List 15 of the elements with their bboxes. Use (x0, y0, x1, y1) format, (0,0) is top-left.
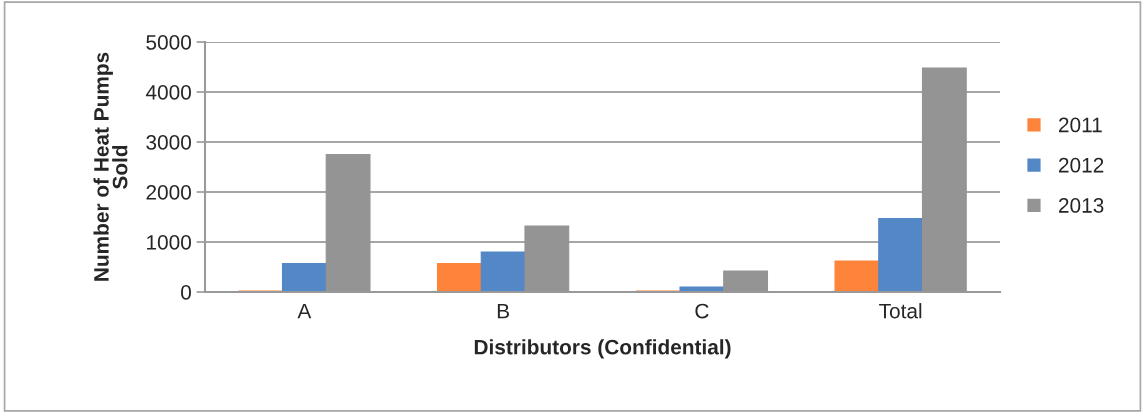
x-tick-label: C (695, 303, 709, 319)
legend-label: 2012 (1059, 157, 1104, 173)
y-axis-title: Number of Heat Pumps Sold (93, 52, 128, 281)
y-tick-label: 1000 (147, 235, 191, 250)
legend-label: 2013 (1059, 198, 1104, 213)
y-tick-label: 4000 (145, 85, 191, 100)
x-tick-label: Total (879, 303, 922, 319)
y-tick-label: 2000 (146, 185, 191, 200)
x-tick-label: B (497, 303, 509, 319)
y-tick-label: 3000 (146, 135, 191, 150)
y-tick-label: 0 (181, 285, 191, 300)
x-axis-title: Distributors (Confidential) (474, 339, 731, 359)
y-tick-label: 5000 (146, 35, 191, 50)
legend-label: 2011 (1059, 117, 1102, 133)
x-tick-label: A (297, 303, 312, 319)
